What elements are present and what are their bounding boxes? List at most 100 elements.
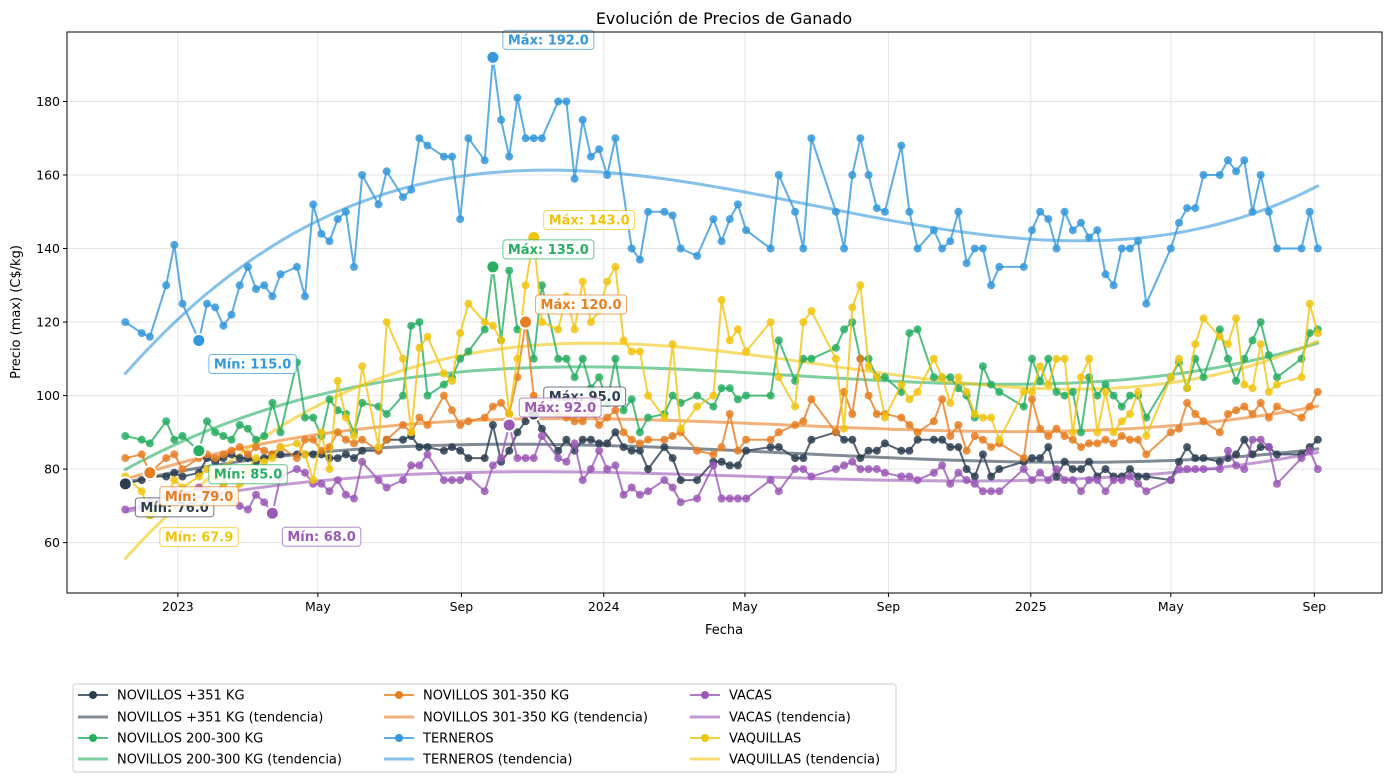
data-point — [292, 465, 301, 474]
data-point — [733, 395, 742, 404]
data-point — [227, 446, 236, 455]
data-point — [1305, 299, 1314, 308]
min-annotation: Mín: 115.0 — [208, 353, 297, 374]
data-point — [709, 391, 718, 400]
data-point — [1305, 329, 1314, 338]
data-point — [905, 421, 914, 429]
data-point — [1134, 479, 1143, 488]
data-point — [1191, 340, 1200, 349]
data-point — [627, 435, 636, 444]
data-point — [252, 435, 260, 444]
data-point — [407, 185, 416, 194]
data-point — [554, 454, 563, 463]
legend-label: VACAS (tendencia) — [729, 711, 851, 726]
legend-label: TERNEROS (tendencia) — [422, 753, 572, 768]
data-point — [1199, 171, 1208, 179]
data-point — [880, 439, 889, 448]
data-point — [897, 446, 906, 455]
data-point — [1068, 387, 1077, 396]
x-tick-label: Sep — [450, 599, 474, 614]
data-point — [668, 391, 677, 400]
data-point — [1248, 384, 1257, 393]
data-point — [644, 413, 653, 422]
min-marker — [191, 443, 207, 459]
data-point — [619, 443, 628, 452]
data-point — [415, 413, 424, 422]
data-point — [619, 490, 628, 499]
data-point — [1077, 465, 1085, 474]
data-point — [880, 373, 889, 382]
data-point — [358, 446, 367, 455]
data-point — [1142, 487, 1151, 496]
data-point — [1142, 413, 1151, 422]
data-point — [864, 446, 873, 455]
data-point — [268, 292, 277, 301]
data-point — [137, 476, 146, 485]
data-point — [807, 354, 816, 363]
data-point — [987, 413, 996, 422]
data-point — [578, 354, 587, 363]
data-point — [660, 413, 669, 422]
data-point — [1305, 446, 1314, 455]
min-marker — [117, 476, 133, 492]
max-annotation: Máx: 135.0 — [502, 239, 595, 260]
data-point — [219, 450, 228, 459]
data-point — [1036, 454, 1045, 463]
data-point — [276, 450, 285, 459]
data-point — [235, 281, 244, 290]
data-point — [301, 292, 309, 301]
data-point — [1191, 410, 1200, 418]
data-point — [1313, 435, 1322, 444]
data-point — [595, 446, 604, 455]
data-point — [488, 421, 497, 429]
data-point — [946, 373, 955, 382]
data-point — [341, 435, 350, 444]
data-point — [1036, 376, 1045, 385]
data-point — [635, 490, 644, 499]
data-point — [1313, 387, 1322, 396]
data-point — [570, 417, 579, 426]
data-point — [456, 354, 465, 363]
data-point — [1085, 476, 1094, 485]
data-point — [350, 439, 358, 448]
data-point — [505, 266, 514, 275]
data-point — [407, 461, 416, 470]
data-point — [1036, 207, 1045, 216]
data-point — [872, 446, 881, 455]
data-point — [1068, 435, 1077, 444]
data-point — [1036, 424, 1045, 433]
data-point — [603, 277, 612, 286]
data-point — [1191, 204, 1200, 213]
data-point — [121, 505, 130, 514]
data-point — [243, 450, 252, 459]
data-point — [603, 171, 612, 179]
data-point — [807, 395, 816, 404]
data-point — [537, 134, 546, 143]
data-point — [676, 476, 685, 485]
data-point — [1264, 413, 1273, 422]
data-point — [407, 428, 416, 437]
data-point — [791, 454, 800, 463]
y-tick-label: 60 — [44, 535, 60, 550]
data-point — [619, 406, 628, 415]
data-point — [946, 398, 955, 407]
data-point — [668, 211, 677, 220]
data-point — [946, 443, 955, 452]
legend-marker — [89, 734, 97, 742]
data-point — [938, 435, 947, 444]
data-point — [586, 318, 595, 327]
data-point — [1019, 262, 1028, 271]
data-point — [962, 465, 971, 474]
data-point — [1109, 281, 1118, 290]
data-point — [513, 93, 522, 102]
data-point — [317, 479, 326, 488]
data-point — [145, 332, 154, 341]
data-point — [725, 494, 734, 503]
data-point — [505, 446, 514, 455]
data-point — [570, 325, 579, 334]
data-point — [733, 325, 742, 334]
data-point — [309, 476, 318, 485]
data-point — [178, 472, 187, 481]
data-point — [1313, 329, 1322, 338]
data-point — [1183, 465, 1192, 474]
